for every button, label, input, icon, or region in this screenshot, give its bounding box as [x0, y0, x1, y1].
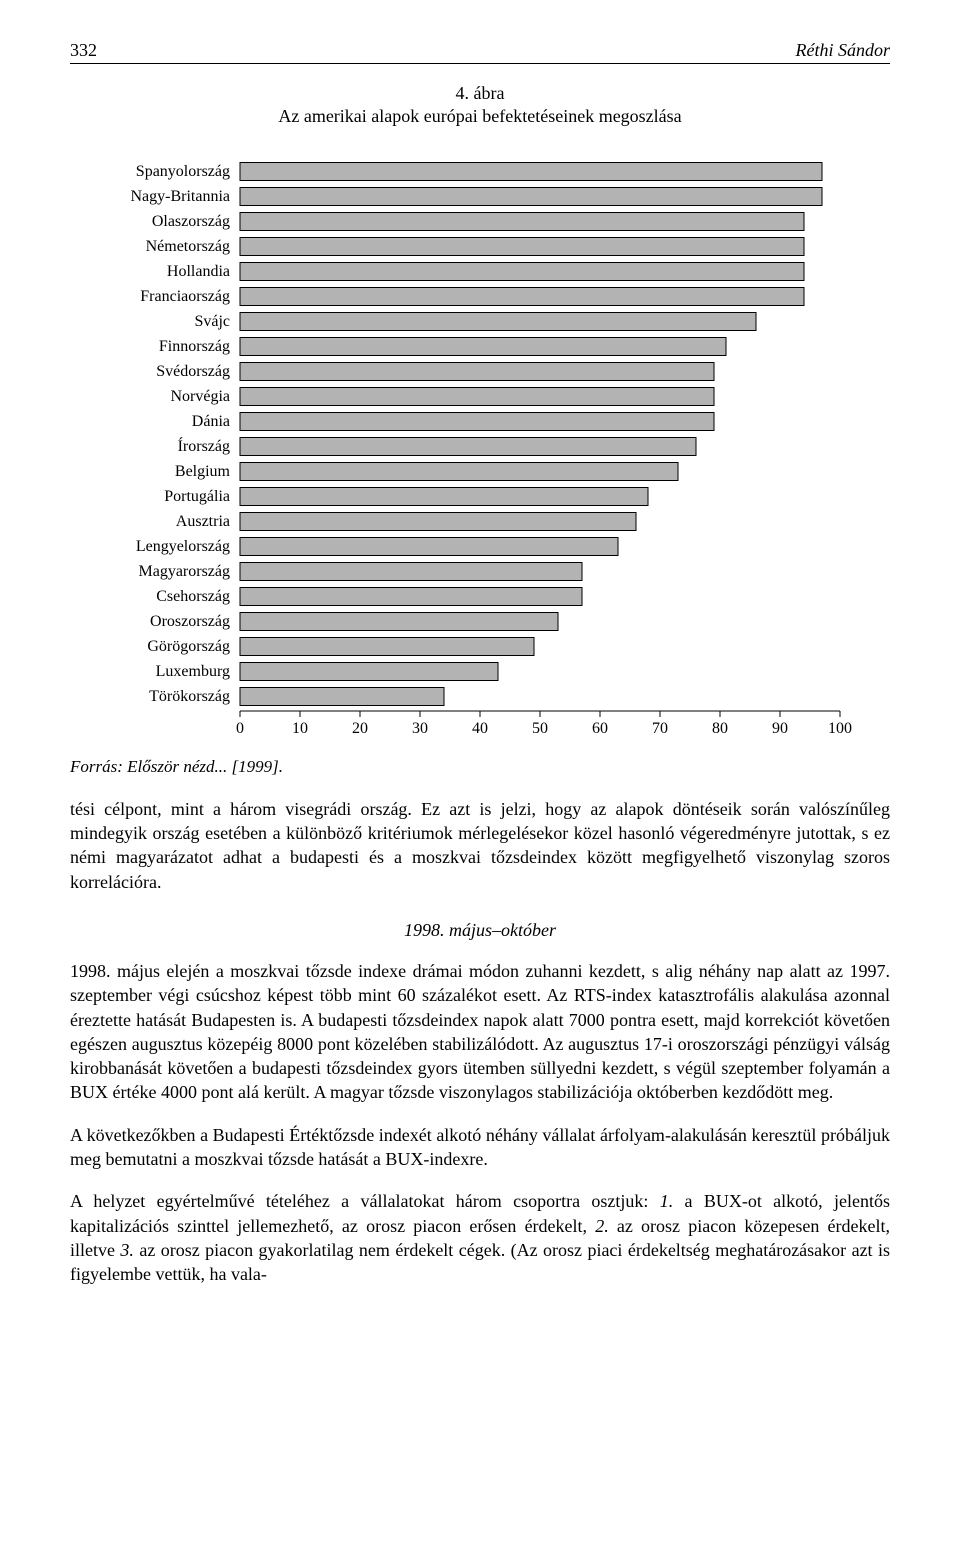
bar: [240, 262, 804, 280]
bar-label: Ausztria: [176, 513, 230, 530]
x-tick-label: 0: [236, 720, 244, 737]
section-title: 1998. május–október: [70, 920, 890, 941]
bar: [240, 312, 756, 330]
bar: [240, 537, 618, 555]
bar-chart: Spanyolország Nagy-Britannia Olaszország Né…: [70, 149, 890, 749]
figure-source: Forrás: Először nézd... [1999].: [70, 757, 890, 777]
paragraph-3: A következőkben a Budapesti Értéktőzsde …: [70, 1123, 890, 1172]
bar: [240, 587, 582, 605]
x-tick-label: 20: [352, 720, 368, 737]
paragraph-4: A helyzet egyértelművé tételéhez a válla…: [70, 1189, 890, 1286]
bar: [240, 212, 804, 230]
p4-run4: az orosz piacon gyakorlatilag nem érdeke…: [70, 1240, 890, 1284]
x-tick-label: 60: [592, 720, 608, 737]
x-tick-label: 10: [292, 720, 308, 737]
p4-run1: A helyzet egyértelművé tételéhez a válla…: [70, 1191, 660, 1211]
bar-label: Olaszország: [152, 213, 230, 230]
page-header: 332 Réthi Sándor: [70, 40, 890, 64]
paragraph-continuation: tési célpont, mint a három visegrádi ors…: [70, 797, 890, 894]
figure-title: 4. ábra Az amerikai alapok európai befek…: [70, 82, 890, 129]
figure-caption: Az amerikai alapok európai befektetésein…: [70, 105, 890, 128]
x-tick-label: 30: [412, 720, 428, 737]
bar-label: Írország: [178, 436, 230, 455]
p4-num1: 1.: [660, 1191, 674, 1211]
bar-label: Lengyelország: [136, 538, 230, 555]
x-tick-label: 40: [472, 720, 488, 737]
x-tick-label: 70: [652, 720, 668, 737]
figure-number: 4. ábra: [70, 82, 890, 105]
bar-label: Svájc: [194, 313, 230, 330]
bar-label: Dánia: [192, 413, 230, 430]
bar-label: Svédország: [156, 363, 230, 380]
bar: [240, 662, 498, 680]
paragraph-2: 1998. május elején a moszkvai tőzsde ind…: [70, 959, 890, 1105]
x-tick-label: 100: [828, 720, 852, 737]
x-tick-label: 80: [712, 720, 728, 737]
bar: [240, 387, 714, 405]
bar: [240, 512, 636, 530]
bar-label: Norvégia: [170, 388, 230, 405]
bar-label: Magyarország: [138, 563, 230, 580]
bar: [240, 637, 534, 655]
bar: [240, 687, 444, 705]
bar: [240, 412, 714, 430]
bar-chart-svg: Spanyolország Nagy-Britannia Olaszország Né…: [70, 149, 890, 749]
bar-label: Luxemburg: [156, 663, 230, 680]
bar-label: Finnország: [159, 338, 230, 355]
bar-label: Portugália: [164, 488, 230, 505]
bar: [240, 612, 558, 630]
bar: [240, 187, 822, 205]
bar-label: Spanyolország: [136, 163, 230, 180]
bar: [240, 237, 804, 255]
x-tick-label: 90: [772, 720, 788, 737]
bar: [240, 287, 804, 305]
bar: [240, 437, 696, 455]
bar-label: Oroszország: [150, 613, 230, 630]
bar-label: Franciaország: [140, 288, 230, 305]
bar-label: Nagy-Britannia: [130, 188, 230, 205]
bar: [240, 362, 714, 380]
bar-label: Görögország: [147, 638, 230, 655]
p4-num2: 2.: [595, 1216, 609, 1236]
x-tick-label: 50: [532, 720, 548, 737]
bar: [240, 462, 678, 480]
bar: [240, 562, 582, 580]
bar: [240, 487, 648, 505]
bar-label: Hollandia: [167, 263, 230, 280]
p4-num3: 3.: [120, 1240, 134, 1260]
author-name: Réthi Sándor: [796, 40, 891, 61]
bar: [240, 162, 822, 180]
bar-label: Belgium: [175, 463, 231, 480]
bar: [240, 337, 726, 355]
bar-label: Németország: [146, 238, 230, 255]
page-number: 332: [70, 40, 97, 61]
bar-label: Csehország: [156, 588, 230, 605]
bar-label: Törökország: [149, 688, 230, 705]
